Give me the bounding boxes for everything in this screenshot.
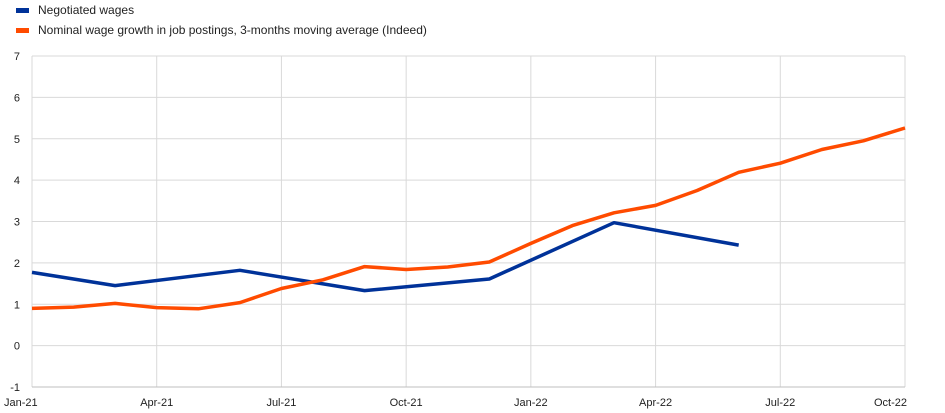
series-line-indeed-postings [31, 126, 906, 311]
x-tick-label: Oct-21 [390, 397, 423, 409]
x-tick-label: Jan-22 [514, 397, 548, 409]
legend-swatch-negotiated [16, 7, 29, 13]
y-tick-label: 7 [14, 51, 20, 63]
series-line-negotiated-wages [31, 220, 740, 293]
y-tick-label: 1 [14, 299, 20, 311]
legend: Negotiated wages Nominal wage growth in … [14, 0, 427, 40]
x-tick-label: Jan-21 [4, 397, 38, 409]
grid [31, 55, 906, 388]
y-tick-label: 4 [14, 175, 20, 187]
x-tick-label: Apr-22 [639, 397, 672, 409]
x-tick-label: Jul-21 [266, 397, 296, 409]
y-tick-label: 3 [14, 217, 20, 229]
y-tick-label: 0 [14, 341, 20, 353]
x-axis-ticks: Jan-21 Apr-21 Jul-21 Oct-21 Jan-22 Apr-22 Jul-… [4, 397, 907, 409]
y-tick-label: 6 [14, 92, 20, 104]
y-tick-label: -1 [10, 382, 20, 394]
legend-item-indeed: Nominal wage growth in job postings, 3-m… [14, 20, 427, 40]
x-tick-label: Jul-22 [765, 397, 795, 409]
y-tick-label: 2 [14, 258, 20, 270]
series-lines [31, 126, 906, 311]
x-tick-label: Oct-22 [874, 397, 907, 409]
y-axis-ticks: -1 0 1 2 3 4 5 6 7 [10, 51, 20, 394]
y-tick-label: 5 [14, 134, 20, 146]
legend-swatch-indeed [16, 27, 29, 33]
x-tick-label: Apr-21 [140, 397, 173, 409]
legend-label-indeed: Nominal wage growth in job postings, 3-m… [38, 23, 427, 37]
legend-label-negotiated: Negotiated wages [38, 3, 135, 17]
legend-item-negotiated: Negotiated wages [14, 0, 427, 20]
